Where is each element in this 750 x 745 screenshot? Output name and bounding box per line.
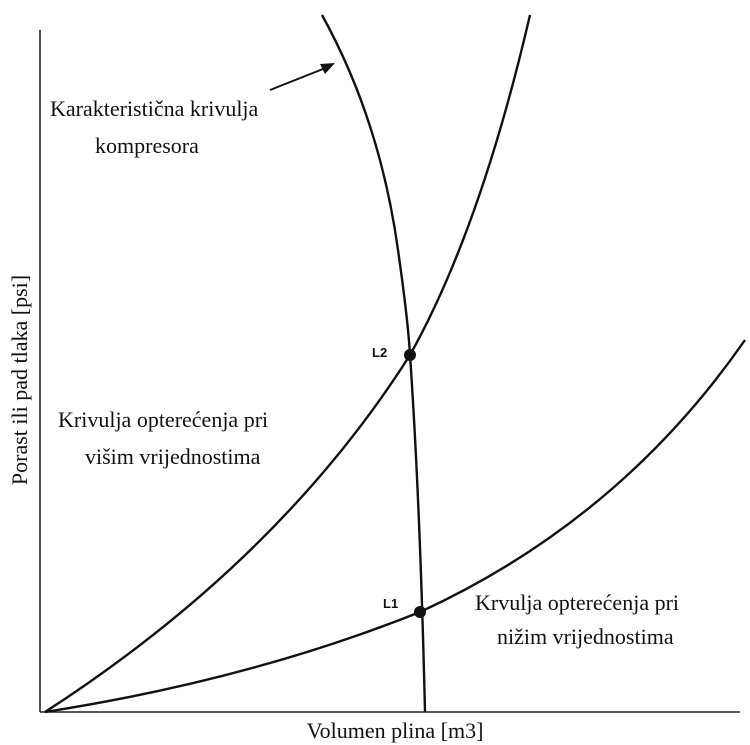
point-marker [404,349,416,361]
annotation: nižim vrijednostima [497,624,674,649]
point-label: L2 [372,345,387,360]
arrow-head [320,63,335,74]
low-load-curve [44,339,746,714]
x-axis-label: Volumen plina [m3] [307,718,484,743]
annotation: kompresora [95,133,199,158]
y-axis-label: Porast ili pad tlaka [psi] [7,275,32,485]
annotation: Krivulja opterećenja pri [58,407,268,432]
point-marker [414,606,426,618]
arrow-line [269,66,329,91]
high-load-curve [44,14,532,714]
compressor-curve [320,14,427,713]
annotation: Krvulja opterećenja pri [475,590,679,615]
annotation: Karakteristična krivulja [50,96,259,121]
annotation: višim vrijednostima [85,444,261,469]
point-label: L1 [383,596,398,611]
